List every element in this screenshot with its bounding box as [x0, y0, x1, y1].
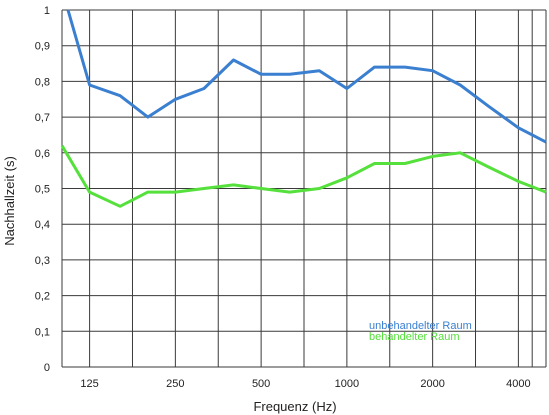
y-tick-label: 0,8: [35, 76, 50, 88]
x-tick-label: 4000: [506, 378, 530, 390]
y-tick-label: 0,2: [35, 291, 50, 303]
y-tick-labels: 0 0,1 0,2 0,3 0,4 0,5 0,6 0,7 0,8 0,9 1: [35, 5, 50, 374]
x-tick-label: 250: [166, 378, 184, 390]
y-tick-label: 0,4: [35, 219, 50, 231]
x-tick-label: 125: [80, 378, 98, 390]
grid: [61, 9, 547, 368]
legend-entry: behandelter Raum: [369, 331, 460, 343]
y-tick-label: 0,6: [35, 148, 50, 160]
series-line-1: [66, 9, 547, 144]
y-tick-label: 0,1: [35, 326, 50, 338]
y-tick-label: 1: [44, 5, 50, 17]
legend-entry: unbehandelter Raum: [369, 320, 472, 332]
x-tick-label: 1000: [335, 378, 359, 390]
x-axis-label: Frequenz (Hz): [253, 399, 336, 414]
series-line-2: [60, 144, 547, 208]
x-tick-label: 500: [252, 378, 270, 390]
x-tick-labels: 125 250 500 1000 2000 4000: [80, 378, 530, 390]
y-axis-label: Nachhallzeit (s): [2, 156, 17, 246]
y-tick-label: 0,5: [35, 184, 50, 196]
y-tick-label: 0: [44, 362, 50, 374]
y-tick-label: 0,9: [35, 41, 50, 53]
x-tick-label: 2000: [420, 378, 444, 390]
y-tick-label: 0,7: [35, 112, 50, 124]
y-tick-label: 0,3: [35, 255, 50, 267]
series-layer: [60, 9, 547, 208]
